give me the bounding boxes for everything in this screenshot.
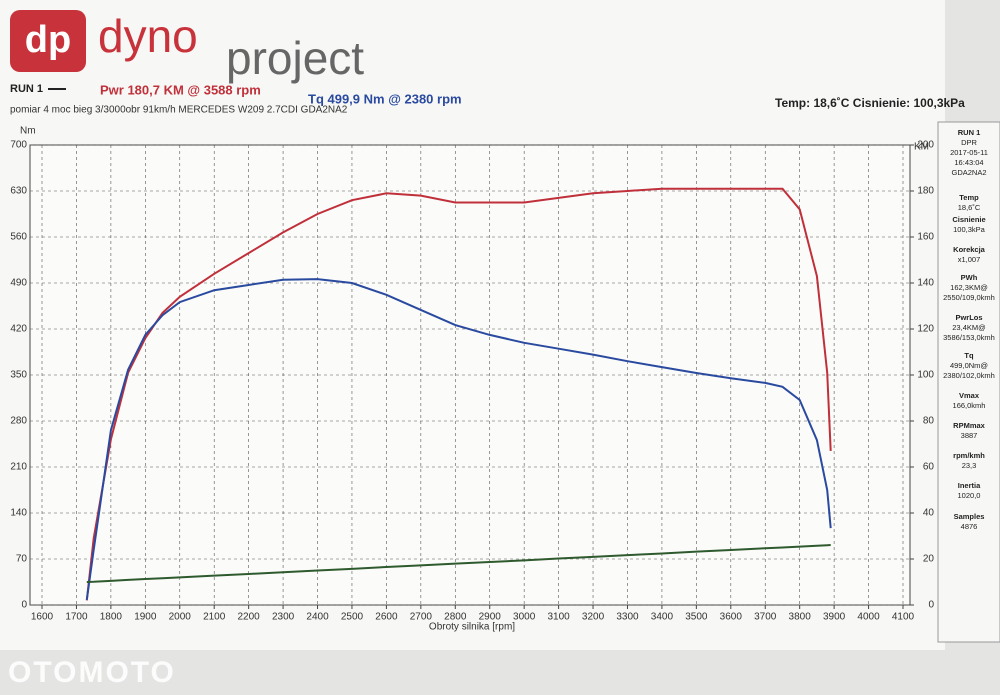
y2-tick-label: 160 — [917, 232, 934, 243]
data-line — [85, 278, 832, 600]
y2-tick-label: 140 — [917, 278, 934, 289]
torque-summary: Tq 499,9 Nm @ 2380 rpm — [308, 91, 462, 106]
side-panel-text: RPMmax — [953, 421, 986, 430]
y2-tick-label: 100 — [917, 370, 934, 381]
x-tick-label: 2800 — [444, 612, 467, 623]
x-tick-label: 2200 — [238, 612, 261, 623]
side-panel-text: rpm/kmh — [953, 451, 985, 460]
side-panel-text: 162,3KM@ — [950, 283, 988, 292]
x-tick-label: 3900 — [823, 612, 846, 623]
y2-tick-label: 40 — [923, 508, 935, 519]
x-tick-label: 4000 — [857, 612, 880, 623]
x-tick-label: 3200 — [582, 612, 605, 623]
x-tick-label: 1800 — [100, 612, 123, 623]
y-tick-label: 210 — [10, 462, 27, 473]
y2-axis-label: KM — [914, 142, 929, 153]
x-tick-label: 2100 — [203, 612, 226, 623]
side-panel-text: 23,4KM@ — [952, 323, 985, 332]
power-summary: Pwr 180,7 KM @ 3588 rpm — [100, 82, 261, 97]
side-panel-text: Vmax — [959, 391, 980, 400]
side-panel-text: PwrLos — [955, 313, 982, 322]
x-tick-label: 3800 — [789, 612, 812, 623]
description: pomiar 4 moc bieg 3/3000obr 91km/h MERCE… — [10, 105, 348, 116]
y-tick-label: 140 — [10, 508, 27, 519]
side-panel-text: 166,0kmh — [953, 401, 986, 410]
y-tick-label: 280 — [10, 416, 27, 427]
side-panel-text: Tq — [964, 351, 974, 360]
x-tick-label: 2500 — [341, 612, 364, 623]
side-panel-text: 499,0Nm@ — [950, 361, 988, 370]
x-tick-label: 3500 — [685, 612, 708, 623]
y2-tick-label: 120 — [917, 324, 934, 335]
x-tick-label: 3600 — [720, 612, 743, 623]
y2-tick-label: 20 — [923, 554, 935, 565]
x-tick-label: 1900 — [134, 612, 157, 623]
logo-box — [10, 10, 86, 72]
y2-tick-label: 80 — [923, 416, 935, 427]
side-panel-text: 18,6˚C — [958, 203, 981, 212]
side-panel-text: 2017-05-11 — [950, 148, 988, 157]
y-tick-label: 630 — [10, 186, 27, 197]
y2-tick-label: 180 — [917, 186, 934, 197]
side-panel-text: GDA2NA2 — [951, 168, 986, 177]
side-panel-text: 3586/153,0kmh — [943, 333, 995, 342]
side-panel-text: RUN 1 — [958, 128, 981, 137]
y-tick-label: 70 — [16, 554, 28, 565]
side-panel-text: x1,007 — [958, 255, 981, 264]
x-tick-label: 2900 — [479, 612, 502, 623]
side-panel-text: 2380/102,0kmh — [943, 371, 995, 380]
x-tick-label: 3100 — [547, 612, 570, 623]
side-panel-text: Korekcja — [953, 245, 986, 254]
x-tick-label: 3700 — [754, 612, 777, 623]
side-panel-text: Temp — [959, 193, 979, 202]
logo-mark: dp — [25, 19, 71, 61]
x-tick-label: 3300 — [616, 612, 639, 623]
side-panel — [937, 121, 1000, 643]
x-tick-label: 4100 — [892, 612, 915, 623]
logo-word: project — [226, 32, 364, 84]
side-panel-text: 1020,0 — [958, 491, 981, 500]
logo-word: dyno — [98, 10, 198, 62]
x-tick-label: 2000 — [169, 612, 192, 623]
y-tick-label: 700 — [10, 140, 27, 151]
x-tick-label: 1700 — [65, 612, 88, 623]
x-tick-label: 2400 — [306, 612, 329, 623]
y-tick-label: 490 — [10, 278, 27, 289]
data-line — [86, 544, 831, 583]
x-tick-label: 2700 — [410, 612, 433, 623]
side-panel-text: PWh — [961, 273, 978, 282]
y2-tick-label: 200 — [917, 140, 934, 151]
y-tick-label: 0 — [21, 600, 27, 611]
y2-tick-label: 60 — [923, 462, 935, 473]
side-panel-text: Inertia — [958, 481, 981, 490]
y-tick-label: 350 — [10, 370, 27, 381]
side-panel-text: 16:43:04 — [954, 158, 983, 167]
side-panel-text: Samples — [954, 512, 985, 521]
side-panel-text: Cisnienie — [952, 215, 985, 224]
y-axis-label: Nm — [20, 126, 36, 137]
y2-tick-label: 0 — [928, 600, 934, 611]
side-panel-text: DPR — [961, 138, 977, 147]
side-panel-text: 2550/109,0kmh — [943, 293, 995, 302]
conditions: Temp: 18,6˚C Cisnienie: 100,3kPa — [775, 96, 965, 110]
run-label: RUN 1 — [10, 83, 43, 95]
side-panel-text: 23,3 — [962, 461, 977, 470]
x-axis-label: Obroty silnika [rpm] — [429, 622, 515, 633]
x-tick-label: 3000 — [513, 612, 536, 623]
x-tick-label: 2600 — [375, 612, 398, 623]
x-tick-label: 3400 — [651, 612, 674, 623]
watermark: OTOMOTO — [8, 656, 176, 689]
side-panel-text: 3887 — [961, 431, 978, 440]
y-tick-label: 420 — [10, 324, 27, 335]
x-tick-label: 1600 — [31, 612, 54, 623]
side-panel-text: 4876 — [961, 522, 978, 531]
y-tick-label: 560 — [10, 232, 27, 243]
x-tick-label: 2300 — [272, 612, 295, 623]
side-panel-text: 100,3kPa — [953, 225, 986, 234]
